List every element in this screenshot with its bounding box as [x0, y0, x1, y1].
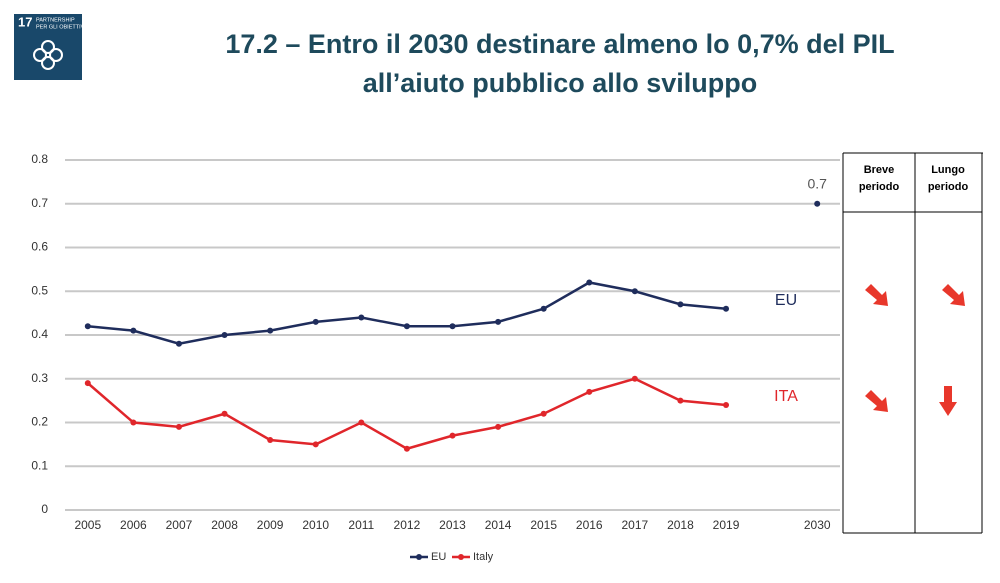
data-point — [84, 380, 91, 387]
legend-marker — [416, 554, 422, 560]
data-point — [723, 305, 730, 312]
y-tick-label: 0.1 — [31, 458, 48, 472]
x-tick-label: 2016 — [576, 518, 603, 532]
legend-marker — [458, 554, 464, 560]
x-tick-label: 2009 — [257, 518, 284, 532]
table-header: periodo — [928, 181, 969, 193]
x-tick-label: 2017 — [622, 518, 649, 532]
legend-label: Italy — [473, 551, 494, 563]
data-point — [130, 327, 137, 334]
arrow-down-right — [865, 284, 888, 306]
arrow-down-right — [942, 284, 965, 306]
data-point — [586, 388, 593, 395]
data-point — [130, 419, 137, 426]
data-point — [84, 323, 91, 330]
x-tick-label: 2006 — [120, 518, 147, 532]
series-annotation: EU — [775, 292, 797, 309]
data-point — [677, 397, 684, 404]
y-tick-label: 0.4 — [31, 327, 48, 341]
table-header: Breve — [864, 164, 895, 176]
data-point — [495, 318, 502, 325]
data-point — [631, 375, 638, 382]
target-label: 0.7 — [807, 175, 827, 191]
data-point — [403, 323, 410, 330]
data-point — [221, 332, 228, 338]
x-tick-label: 2010 — [302, 518, 329, 532]
logo-number: 17 — [18, 14, 32, 29]
x-tick-label: 2019 — [713, 518, 740, 532]
trend-table — [842, 152, 983, 534]
trend-arrows — [865, 284, 965, 416]
target-point — [814, 200, 821, 207]
data-point — [312, 441, 319, 448]
x-tick-label: 2018 — [667, 518, 694, 532]
data-point — [221, 410, 228, 417]
x-tick-label: 2007 — [166, 518, 193, 532]
y-tick-label: 0 — [41, 502, 48, 516]
logo-text: PARTNERSHIP — [36, 17, 75, 23]
x-tick-label: 2011 — [348, 518, 374, 532]
series-line — [86, 377, 727, 451]
x-tick-label: 2014 — [485, 518, 512, 532]
x-tick-label: 2005 — [74, 518, 101, 532]
data-point — [586, 279, 593, 286]
logo-text: PER GLI OBIETTIVI — [36, 24, 86, 30]
data-point — [175, 340, 182, 347]
data-point — [403, 445, 410, 452]
data-point — [175, 423, 182, 430]
data-point — [267, 437, 274, 443]
series-annotation: ITA — [774, 388, 798, 405]
chart-title: 17.2 – Entro il 2030 destinare almeno lo… — [225, 29, 894, 59]
data-point — [358, 314, 365, 321]
y-tick-label: 0.7 — [31, 196, 48, 210]
data-point — [449, 432, 456, 439]
table-header: periodo — [859, 181, 900, 193]
data-point — [267, 327, 274, 334]
x-tick-label: 2008 — [211, 518, 238, 532]
data-point — [540, 305, 547, 312]
arrow-down-right — [865, 390, 888, 412]
data-point — [723, 402, 730, 408]
x-tick-label: 2012 — [394, 518, 421, 532]
y-tick-label: 0.8 — [31, 152, 48, 166]
data-point — [677, 301, 684, 308]
data-point — [358, 419, 365, 426]
x-tick-label: 2015 — [530, 518, 557, 532]
arrow-down — [939, 386, 957, 416]
legend-label: EU — [431, 551, 446, 563]
data-point — [540, 410, 547, 417]
data-point — [449, 323, 456, 330]
data-point — [312, 318, 319, 325]
y-tick-label: 0.6 — [31, 240, 48, 254]
data-point — [631, 288, 638, 295]
sdg-logo: 17 PARTNERSHIP PER GLI OBIETTIVI — [14, 14, 86, 80]
x-tick-label: 2013 — [439, 518, 466, 532]
y-tick-label: 0.3 — [31, 371, 48, 385]
y-tick-label: 0.2 — [31, 415, 48, 429]
logo-flower — [33, 40, 63, 70]
table-header: Lungo — [931, 164, 965, 176]
chart-title: all’aiuto pubblico allo sviluppo — [363, 68, 758, 98]
y-tick-label: 0.5 — [31, 283, 48, 297]
data-point — [495, 423, 502, 430]
x-tick-label: 2030 — [804, 518, 831, 532]
